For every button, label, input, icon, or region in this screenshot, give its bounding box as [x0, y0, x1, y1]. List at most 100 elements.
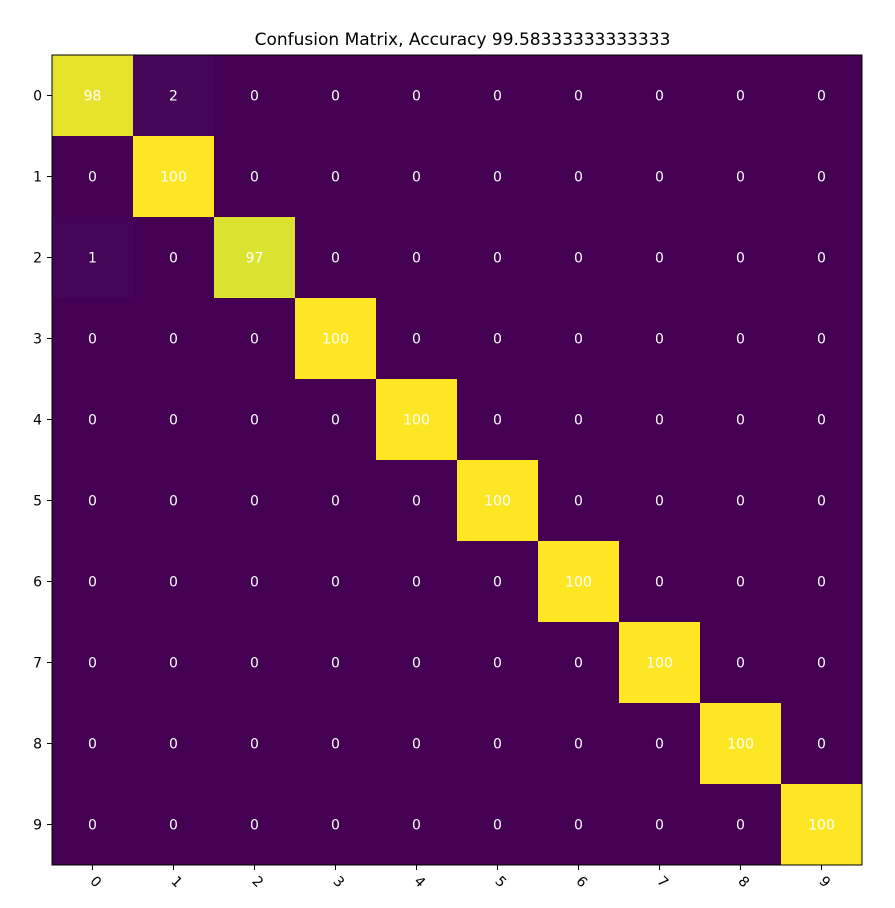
heatmap-cell-3-1: [133, 298, 214, 379]
heatmap-cell-6-5: [457, 541, 538, 622]
cell-value-8-8: 100: [727, 737, 754, 753]
y-tick-label-1: 1: [33, 170, 42, 186]
heatmap-cell-2-4: [376, 217, 457, 298]
cell-value-9-2: 0: [250, 818, 259, 834]
heatmap-cell-9-1: [133, 784, 214, 865]
cell-value-1-8: 0: [736, 170, 745, 186]
cell-value-4-7: 0: [655, 413, 664, 429]
heatmap-cell-8-7: [619, 703, 700, 784]
cell-value-5-7: 0: [655, 494, 664, 510]
cell-value-7-8: 0: [736, 656, 745, 672]
heatmap-cell-8-6: [538, 703, 619, 784]
heatmap-cell-4-7: [619, 379, 700, 460]
heatmap-cell-1-3: [295, 136, 376, 217]
cell-value-1-6: 0: [574, 170, 583, 186]
heatmap-cell-5-4: [376, 460, 457, 541]
heatmap-cell-9-2: [214, 784, 295, 865]
heatmap-cell-2-3: [295, 217, 376, 298]
cell-value-9-6: 0: [574, 818, 583, 834]
heatmap-cell-5-9: [781, 460, 862, 541]
heatmap-cell-6-0: [52, 541, 133, 622]
cell-value-1-0: 0: [88, 170, 97, 186]
heatmap-cell-5-0: [52, 460, 133, 541]
heatmap-cell-5-1: [133, 460, 214, 541]
cell-value-4-1: 0: [169, 413, 178, 429]
heatmap-cell-5-5: [457, 460, 538, 541]
heatmap-cell-1-4: [376, 136, 457, 217]
cell-value-6-9: 0: [817, 575, 826, 591]
heatmap-cell-8-3: [295, 703, 376, 784]
cell-value-0-5: 0: [493, 89, 502, 105]
heatmap-cell-2-7: [619, 217, 700, 298]
cell-value-6-1: 0: [169, 575, 178, 591]
cell-value-0-7: 0: [655, 89, 664, 105]
heatmap-cell-4-5: [457, 379, 538, 460]
cell-value-5-6: 0: [574, 494, 583, 510]
heatmap-cell-1-0: [52, 136, 133, 217]
heatmap-cell-7-4: [376, 622, 457, 703]
heatmap-cell-3-2: [214, 298, 295, 379]
heatmap-cell-0-2: [214, 55, 295, 136]
cell-value-1-4: 0: [412, 170, 421, 186]
heatmap-cell-6-6: [538, 541, 619, 622]
cell-value-5-5: 100: [484, 494, 511, 510]
cell-value-4-4: 100: [403, 413, 430, 429]
heatmap-cell-3-6: [538, 298, 619, 379]
cell-value-9-1: 0: [169, 818, 178, 834]
cell-value-1-1: 100: [160, 170, 187, 186]
heatmap-cell-6-7: [619, 541, 700, 622]
cell-value-9-5: 0: [493, 818, 502, 834]
cell-value-1-9: 0: [817, 170, 826, 186]
x-tick-label-0: 0: [87, 873, 105, 891]
x-tick-label-4: 4: [411, 873, 429, 891]
heatmap-cell-7-9: [781, 622, 862, 703]
cell-value-9-9: 100: [808, 818, 835, 834]
y-tick-label-0: 0: [33, 89, 42, 105]
heatmap-cell-2-5: [457, 217, 538, 298]
heatmap-cell-1-5: [457, 136, 538, 217]
cell-value-9-7: 0: [655, 818, 664, 834]
y-tick-label-4: 4: [33, 413, 42, 429]
y-tick-label-6: 6: [33, 575, 42, 591]
cell-value-2-1: 0: [169, 251, 178, 267]
cell-value-6-7: 0: [655, 575, 664, 591]
x-tick-label-6: 6: [573, 873, 591, 891]
cell-value-2-5: 0: [493, 251, 502, 267]
heatmap-cell-1-7: [619, 136, 700, 217]
heatmap-cell-5-2: [214, 460, 295, 541]
cell-value-3-2: 0: [250, 332, 259, 348]
heatmap-cell-8-9: [781, 703, 862, 784]
heatmap-cell-0-6: [538, 55, 619, 136]
cell-value-7-7: 100: [646, 656, 673, 672]
heatmap-cell-0-8: [700, 55, 781, 136]
cell-value-5-9: 0: [817, 494, 826, 510]
cell-value-7-4: 0: [412, 656, 421, 672]
heatmap-cell-9-5: [457, 784, 538, 865]
heatmap-cell-9-4: [376, 784, 457, 865]
heatmap-cell-2-2: [214, 217, 295, 298]
heatmap-cell-7-0: [52, 622, 133, 703]
heatmap-cell-4-2: [214, 379, 295, 460]
heatmap-cell-8-8: [700, 703, 781, 784]
heatmap-cell-1-9: [781, 136, 862, 217]
heatmap-cell-6-1: [133, 541, 214, 622]
y-tick-label-2: 2: [33, 251, 42, 267]
heatmap-cell-9-9: [781, 784, 862, 865]
heatmap-cell-8-2: [214, 703, 295, 784]
cell-value-8-2: 0: [250, 737, 259, 753]
cell-value-8-9: 0: [817, 737, 826, 753]
cell-value-2-6: 0: [574, 251, 583, 267]
heatmap-cell-7-5: [457, 622, 538, 703]
cell-value-5-2: 0: [250, 494, 259, 510]
y-tick-label-7: 7: [33, 656, 42, 672]
cell-value-0-9: 0: [817, 89, 826, 105]
cell-value-4-9: 0: [817, 413, 826, 429]
heatmap-cell-1-8: [700, 136, 781, 217]
cell-value-6-3: 0: [331, 575, 340, 591]
heatmap-cell-8-1: [133, 703, 214, 784]
cell-value-3-5: 0: [493, 332, 502, 348]
heatmap-cell-0-4: [376, 55, 457, 136]
cell-value-2-4: 0: [412, 251, 421, 267]
